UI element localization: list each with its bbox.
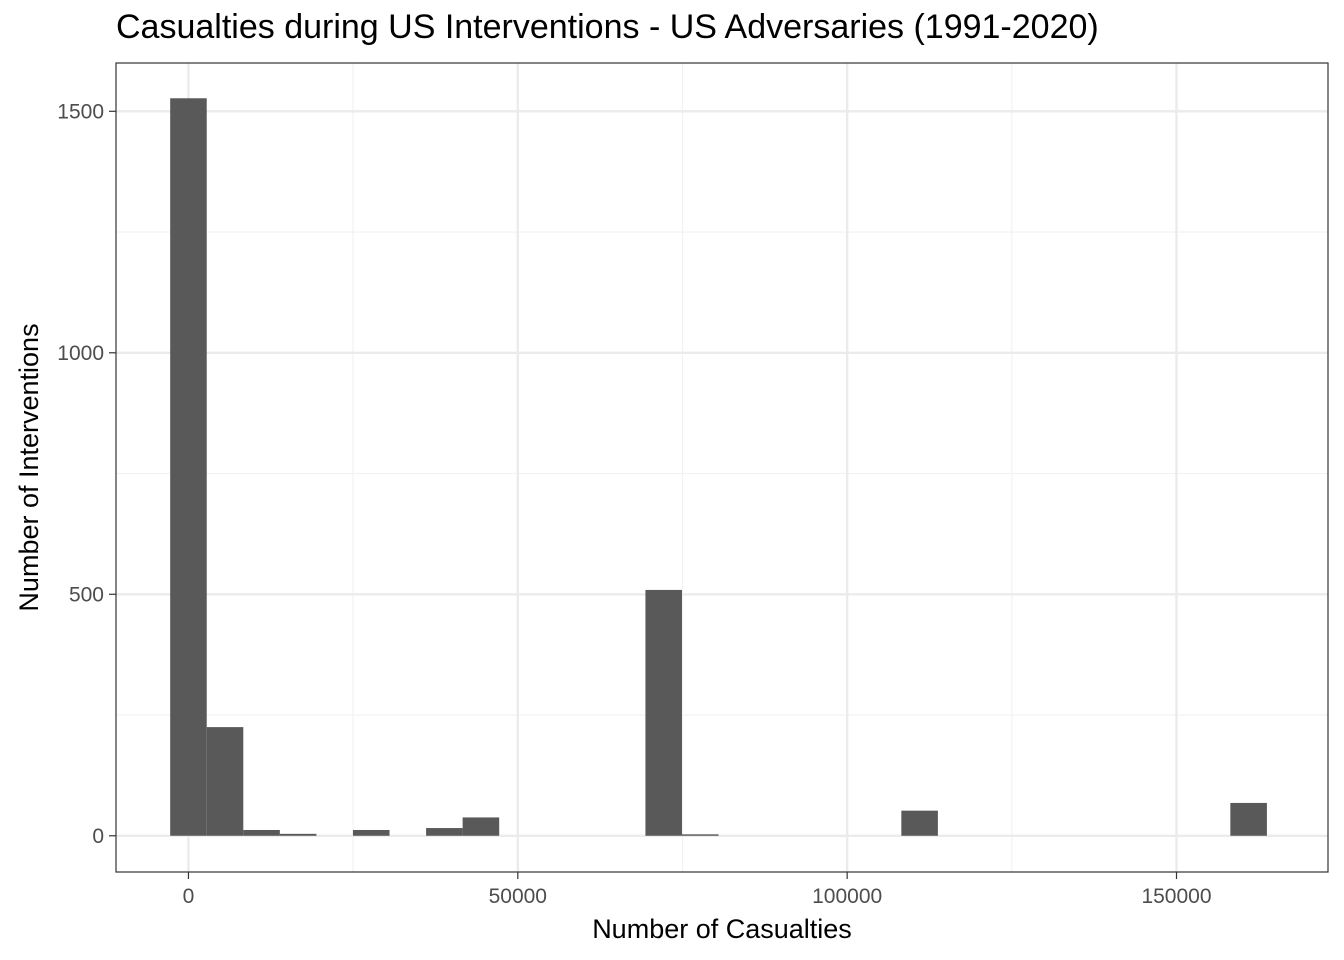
- x-tick-label: 0: [183, 885, 195, 908]
- histogram-bar: [426, 828, 463, 836]
- histogram-bars: [170, 98, 1267, 836]
- histogram-bar: [352, 829, 390, 836]
- histogram-bar: [279, 833, 317, 836]
- x-axis-title: Number of Casualties: [592, 914, 852, 944]
- panel-border: [115, 62, 1329, 873]
- histogram-bar: [1230, 802, 1267, 836]
- y-tick-label: 0: [92, 825, 104, 848]
- histogram-bar: [462, 817, 500, 836]
- x-tick-label: 50000: [489, 885, 547, 908]
- axis-ticks: 0 50000 100000 150000 0 500 1000 1500: [57, 100, 1211, 908]
- histogram-bar: [206, 727, 244, 836]
- x-tick-label: 100000: [812, 885, 882, 908]
- panel-background: [116, 63, 1328, 872]
- y-tick-label: 1500: [57, 100, 104, 123]
- histogram-bar: [243, 829, 280, 836]
- y-axis-title: Number of Interventions: [14, 323, 44, 611]
- histogram-bar: [170, 98, 207, 836]
- grid-lines: [116, 63, 1328, 872]
- chart-title: Casualties during US Interventions - US …: [116, 8, 1099, 46]
- histogram-bar: [901, 810, 938, 836]
- y-tick-label: 500: [69, 583, 104, 606]
- y-tick-label: 1000: [57, 342, 104, 365]
- x-tick-label: 150000: [1141, 885, 1211, 908]
- histogram-bar: [645, 589, 682, 836]
- histogram-bar: [681, 834, 719, 836]
